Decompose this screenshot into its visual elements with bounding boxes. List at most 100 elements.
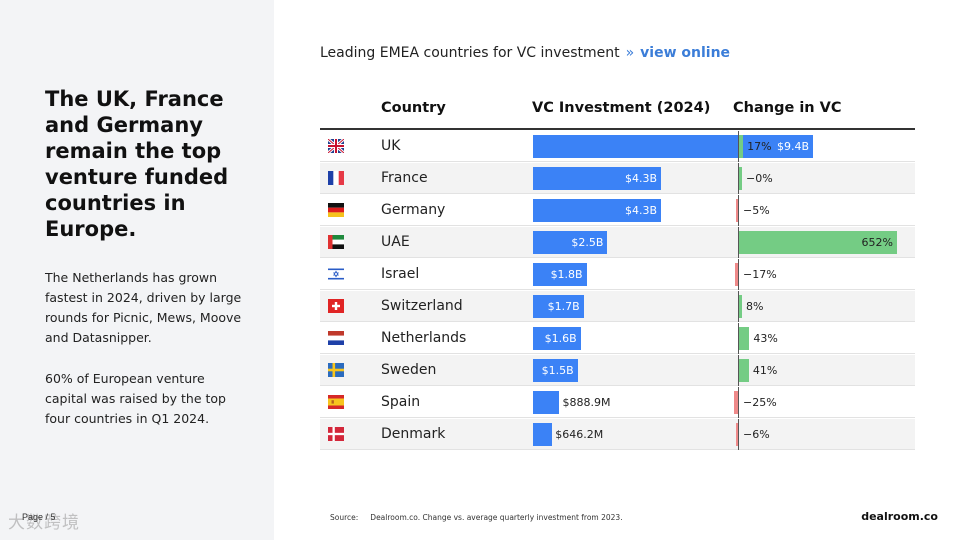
country-name: UK xyxy=(381,138,401,154)
page-number: Page / 5 xyxy=(22,512,56,522)
chart-title: Leading EMEA countries for VC investment… xyxy=(320,45,730,61)
change-bar xyxy=(739,231,897,254)
country-name: Sweden xyxy=(381,362,437,378)
change-value-label: −25% xyxy=(743,396,777,409)
change-zero-axis xyxy=(738,387,739,418)
change-bar xyxy=(734,263,738,286)
row-divider xyxy=(320,225,915,226)
change-bar xyxy=(739,295,742,318)
vc-bar xyxy=(533,263,587,286)
change-zero-axis xyxy=(738,227,739,258)
change-zero-axis xyxy=(738,131,739,162)
source-text: Dealroom.co. Change vs. average quarterl… xyxy=(370,513,623,522)
source-note: Source: Dealroom.co. Change vs. average q… xyxy=(330,513,623,522)
vc-value-label: $4.3B xyxy=(625,204,658,217)
vc-bar xyxy=(533,423,553,446)
vc-value-label: $4.3B xyxy=(625,172,658,185)
country-name: Germany xyxy=(381,202,446,218)
table-row: Israel $1.8B −17% xyxy=(320,259,915,290)
change-bar xyxy=(733,391,738,414)
table-row: Netherlands $1.6B 43% xyxy=(320,323,915,354)
table-row: Germany $4.3B −5% xyxy=(320,195,915,226)
change-zero-axis xyxy=(738,419,739,450)
country-name: Spain xyxy=(381,394,421,410)
germany-flag-icon xyxy=(328,203,344,217)
change-bar xyxy=(739,359,749,382)
uae-flag-icon xyxy=(328,235,344,249)
row-divider xyxy=(320,289,915,290)
change-zero-axis xyxy=(738,163,739,194)
source-key: Source: xyxy=(330,513,359,522)
country-name: Switzerland xyxy=(381,298,463,314)
vc-bar xyxy=(533,167,662,190)
vc-value-label: $646.2M xyxy=(555,428,604,441)
vc-bar xyxy=(533,295,584,318)
row-divider xyxy=(320,257,915,258)
vc-bar xyxy=(533,391,560,414)
table-row: UK $9.4B 17% xyxy=(320,131,915,162)
change-bar xyxy=(735,199,738,222)
spain-flag-icon xyxy=(328,395,344,409)
change-value-label: −17% xyxy=(743,268,777,281)
change-value-label: 652% xyxy=(861,236,893,249)
table-row: Sweden $1.5B 41% xyxy=(320,355,915,386)
row-divider xyxy=(320,353,915,354)
table-row: UAE $2.5B 652% xyxy=(320,227,915,258)
paragraph-netherlands: The Netherlands has grown fastest in 202… xyxy=(45,270,242,345)
headline: The UK, France and Germany remain the to… xyxy=(45,87,229,241)
change-zero-axis xyxy=(738,291,739,322)
row-divider xyxy=(320,385,915,386)
change-zero-axis xyxy=(738,195,739,226)
table-row: Spain $888.9M −25% xyxy=(320,387,915,418)
row-divider xyxy=(320,161,915,162)
table-row: France $4.3B −0% xyxy=(320,163,915,194)
change-value-label: 43% xyxy=(753,332,778,345)
brand-logo: dealroom.co xyxy=(861,510,938,523)
change-bar xyxy=(739,135,744,158)
country-name: Denmark xyxy=(381,426,446,442)
chart-title-separator: » xyxy=(625,45,635,61)
vc-bar xyxy=(533,199,662,222)
vc-bar xyxy=(533,231,608,254)
column-header-change: Change in VC xyxy=(733,100,842,116)
column-header-country: Country xyxy=(381,100,446,116)
country-name: France xyxy=(381,170,428,186)
left-panel: The UK, France and Germany remain the to… xyxy=(0,0,274,540)
change-value-label: −0% xyxy=(746,172,773,185)
israel-flag-icon xyxy=(328,267,344,281)
denmark-flag-icon xyxy=(328,427,344,441)
sweden-flag-icon xyxy=(328,363,344,377)
row-divider xyxy=(320,321,915,322)
table-row: Switzerland $1.7B 8% xyxy=(320,291,915,322)
change-zero-axis xyxy=(738,355,739,386)
header-rule xyxy=(320,128,915,130)
change-value-label: 17% xyxy=(747,140,772,153)
change-value-label: −5% xyxy=(743,204,770,217)
row-divider xyxy=(320,417,915,418)
paragraph-top-four: 60% of European venture capital was rais… xyxy=(45,371,226,426)
table-row: Denmark $646.2M −6% xyxy=(320,419,915,450)
view-online-link[interactable]: view online xyxy=(640,45,731,61)
vc-value-label: $2.5B xyxy=(571,236,604,249)
change-bar xyxy=(739,327,750,350)
change-bar xyxy=(735,423,738,446)
uk-flag-icon xyxy=(328,139,344,153)
watermark: 大数跨境 xyxy=(8,513,80,533)
vc-value-label: $1.8B xyxy=(550,268,583,281)
change-zero-axis xyxy=(738,323,739,354)
change-value-label: 41% xyxy=(752,364,778,377)
vc-bar xyxy=(533,327,581,350)
country-name: Israel xyxy=(381,266,420,282)
chart-title-text: Leading EMEA countries for VC investment xyxy=(320,45,620,61)
vc-value-label: $1.5B xyxy=(541,364,574,377)
column-header-vc-investment: VC Investment (2024) xyxy=(532,100,711,116)
vc-value-label: $1.6B xyxy=(544,332,577,345)
change-value-label: −6% xyxy=(743,428,770,441)
change-zero-axis xyxy=(738,259,739,290)
country-name: Netherlands xyxy=(381,330,467,346)
vc-bar xyxy=(533,359,578,382)
switzerland-flag-icon xyxy=(328,299,344,313)
country-name: UAE xyxy=(381,234,410,250)
france-flag-icon xyxy=(328,171,344,185)
vc-value-label: $888.9M xyxy=(562,396,611,409)
